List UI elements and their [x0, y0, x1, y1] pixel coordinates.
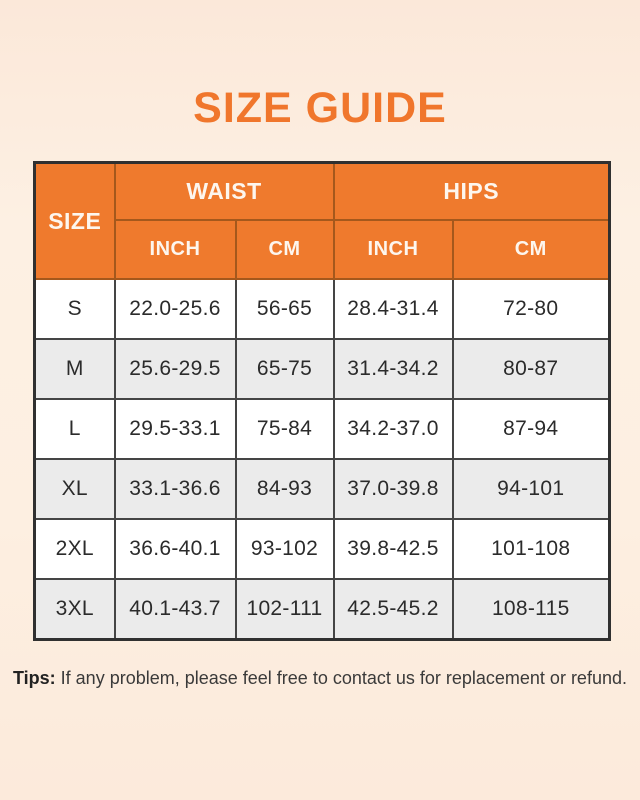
cell-size: XL: [33, 458, 116, 520]
cell-waist-cm: 93-102: [234, 518, 335, 580]
tips-label: Tips:: [13, 668, 56, 688]
cell-waist-inch: 40.1-43.7: [113, 578, 237, 641]
page-title: SIZE GUIDE: [193, 84, 447, 132]
size-guide-table: SIZE WAIST HIPS INCH CM INCH CM S 22.0-2…: [33, 161, 611, 641]
cell-hips-inch: 31.4-34.2: [332, 338, 454, 400]
tips-note: Tips: If any problem, please feel free to…: [0, 668, 640, 689]
table-header: SIZE WAIST HIPS INCH CM INCH CM: [33, 161, 611, 280]
header-hips-cm: CM: [451, 219, 611, 280]
cell-waist-inch: 29.5-33.1: [113, 398, 237, 460]
header-waist-inch: INCH: [113, 219, 237, 280]
cell-waist-inch: 36.6-40.1: [113, 518, 237, 580]
cell-waist-cm: 84-93: [234, 458, 335, 520]
header-waist-cm: CM: [234, 219, 335, 280]
table-row-2xl: 2XL 36.6-40.1 93-102 39.8-42.5 101-108: [33, 518, 611, 580]
table-body: S 22.0-25.6 56-65 28.4-31.4 72-80 M 25.6…: [33, 278, 611, 641]
cell-size: L: [33, 398, 116, 460]
cell-waist-inch: 25.6-29.5: [113, 338, 237, 400]
cell-waist-cm: 56-65: [234, 278, 335, 340]
header-hips: HIPS: [332, 161, 611, 221]
cell-hips-inch: 37.0-39.8: [332, 458, 454, 520]
table-row-s: S 22.0-25.6 56-65 28.4-31.4 72-80: [33, 278, 611, 340]
table-row-3xl: 3XL 40.1-43.7 102-111 42.5-45.2 108-115: [33, 578, 611, 641]
cell-size: 2XL: [33, 518, 116, 580]
table-row-l: L 29.5-33.1 75-84 34.2-37.0 87-94: [33, 398, 611, 460]
cell-size: S: [33, 278, 116, 340]
header-hips-inch: INCH: [332, 219, 454, 280]
table-row-m: M 25.6-29.5 65-75 31.4-34.2 80-87: [33, 338, 611, 400]
header-size: SIZE: [33, 161, 116, 280]
cell-waist-inch: 22.0-25.6: [113, 278, 237, 340]
cell-waist-cm: 75-84: [234, 398, 335, 460]
header-group-row: SIZE WAIST HIPS: [33, 161, 611, 280]
cell-hips-cm: 87-94: [451, 398, 611, 460]
header-waist: WAIST: [113, 161, 335, 221]
cell-waist-cm: 102-111: [234, 578, 335, 641]
cell-size: M: [33, 338, 116, 400]
header-unit-row: INCH CM INCH CM: [35, 219, 611, 280]
table-row-xl: XL 33.1-36.6 84-93 37.0-39.8 94-101: [33, 458, 611, 520]
cell-hips-cm: 94-101: [451, 458, 611, 520]
cell-hips-inch: 34.2-37.0: [332, 398, 454, 460]
cell-hips-cm: 72-80: [451, 278, 611, 340]
cell-waist-inch: 33.1-36.6: [113, 458, 237, 520]
cell-hips-cm: 80-87: [451, 338, 611, 400]
cell-size: 3XL: [33, 578, 116, 641]
tips-text: If any problem, please feel free to cont…: [60, 668, 627, 688]
cell-hips-inch: 28.4-31.4: [332, 278, 454, 340]
cell-hips-inch: 39.8-42.5: [332, 518, 454, 580]
cell-hips-cm: 101-108: [451, 518, 611, 580]
cell-hips-inch: 42.5-45.2: [332, 578, 454, 641]
cell-hips-cm: 108-115: [451, 578, 611, 641]
cell-waist-cm: 65-75: [234, 338, 335, 400]
